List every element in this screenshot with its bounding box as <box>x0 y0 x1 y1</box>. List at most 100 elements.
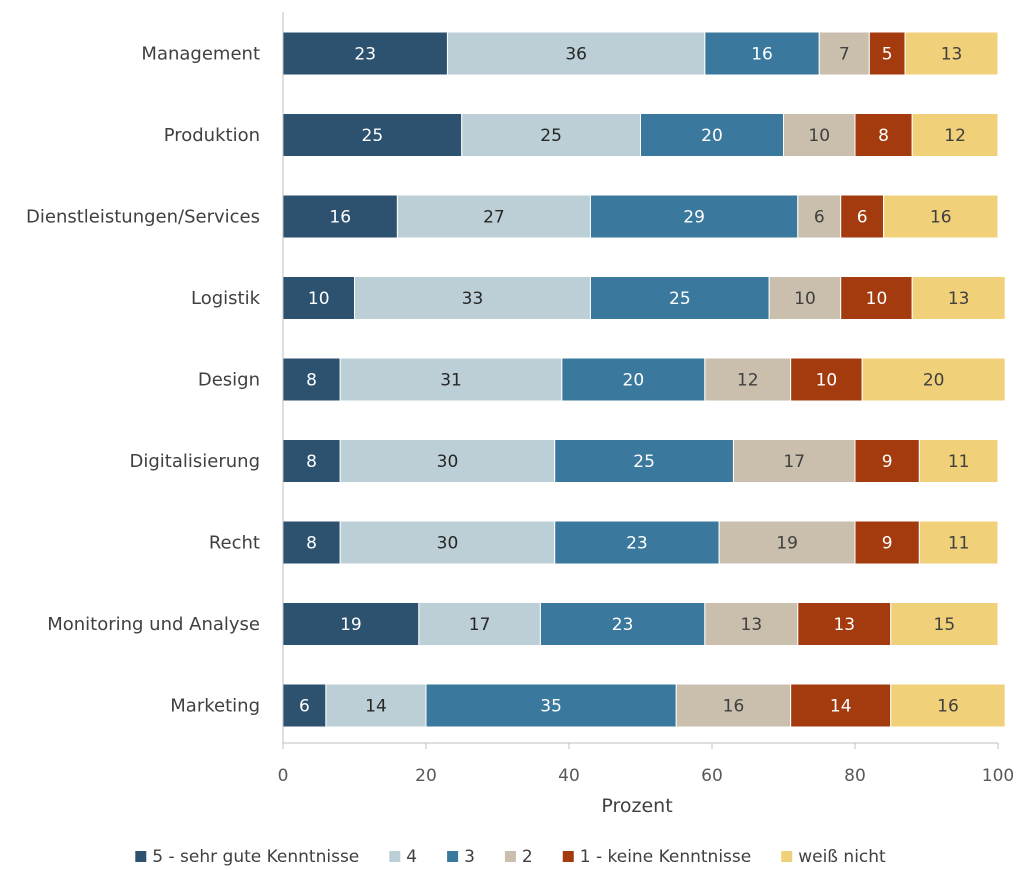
bar-segment <box>918 439 999 483</box>
data-label: 25 <box>633 452 655 472</box>
x-tick-label: 100 <box>982 766 1014 786</box>
bar-segment <box>461 113 641 157</box>
bar-segment <box>883 194 999 239</box>
bar-segment <box>854 520 920 565</box>
legend-swatch <box>447 851 459 862</box>
bar-segment <box>396 194 591 239</box>
x-axis: 0 20 40 60 80 100 <box>278 12 1014 786</box>
legend-swatch <box>781 851 793 862</box>
data-label: 12 <box>944 126 966 146</box>
data-label: 23 <box>612 615 634 635</box>
data-label: 23 <box>626 534 648 554</box>
legend-swatch <box>135 851 147 862</box>
bar-segment <box>732 439 856 483</box>
data-label: 27 <box>483 208 505 228</box>
bar-segment <box>768 276 842 320</box>
bar-segment <box>554 520 720 565</box>
data-label: 10 <box>866 289 888 309</box>
data-label: 9 <box>882 452 893 472</box>
bar-segment <box>282 439 341 483</box>
data-label: 25 <box>540 126 562 146</box>
bar-segment <box>861 357 1006 402</box>
data-label: 14 <box>365 697 387 717</box>
data-label: 20 <box>701 126 723 146</box>
bar-segment <box>640 113 784 157</box>
data-label: 17 <box>783 452 805 472</box>
legend-label: 3 <box>464 847 475 867</box>
data-label: 25 <box>362 126 384 146</box>
data-label: 14 <box>830 697 852 717</box>
bar-segment <box>911 113 999 157</box>
data-label: 13 <box>948 289 970 309</box>
data-label: 16 <box>751 45 773 65</box>
legend-swatch <box>562 851 574 862</box>
bar-segment <box>797 602 892 646</box>
data-label: 36 <box>565 45 587 65</box>
bar-segment <box>282 31 448 76</box>
data-label: 7 <box>839 45 850 65</box>
bar-segment <box>918 520 999 565</box>
legend-label: 2 <box>522 847 533 867</box>
data-label: 8 <box>306 452 317 472</box>
bar-segment <box>282 520 341 565</box>
x-axis-title: Prozent <box>601 795 672 817</box>
bar-segment <box>704 31 820 76</box>
data-label: 6 <box>299 697 310 717</box>
bar-segment <box>282 113 463 157</box>
bar-segment <box>339 520 556 565</box>
data-label: 10 <box>794 289 816 309</box>
bar-segment <box>904 31 999 76</box>
x-tick-label: 80 <box>844 766 866 786</box>
data-label: 10 <box>808 126 830 146</box>
data-label: 11 <box>948 452 970 472</box>
data-label: 13 <box>833 615 855 635</box>
bar-segment <box>282 683 327 728</box>
bar-segment <box>282 276 355 320</box>
bar-segment <box>325 683 427 728</box>
data-label: 19 <box>776 534 798 554</box>
category-label-digitalisierung: Digitalisierung <box>130 451 260 472</box>
data-label: 16 <box>723 697 745 717</box>
legend-label: 4 <box>406 847 417 867</box>
data-label: 13 <box>941 45 963 65</box>
bar-segment <box>539 602 706 646</box>
data-label: 6 <box>814 208 825 228</box>
data-label: 8 <box>306 371 317 391</box>
data-label: 8 <box>878 126 889 146</box>
bar-segment <box>354 276 591 320</box>
bar-segment <box>561 357 706 402</box>
data-label: 12 <box>737 371 759 391</box>
x-tick-label: 40 <box>558 766 580 786</box>
bar-segment <box>790 357 863 402</box>
data-label: 30 <box>437 452 459 472</box>
data-label: 10 <box>308 289 330 309</box>
category-label-produktion: Produktion <box>164 125 260 146</box>
data-label: 35 <box>540 697 562 717</box>
data-label: 25 <box>669 289 691 309</box>
x-tick-label: 20 <box>415 766 437 786</box>
bar-segment <box>797 194 842 239</box>
bar-segment <box>868 31 906 76</box>
x-tick-label: 0 <box>278 766 289 786</box>
data-label: 11 <box>948 534 970 554</box>
data-label: 8 <box>306 534 317 554</box>
category-label-recht: Recht <box>209 533 260 554</box>
data-label: 9 <box>882 534 893 554</box>
category-label-design: Design <box>198 370 260 391</box>
legend-label: 1 - keine Kenntnisse <box>580 847 751 867</box>
bar-segment <box>704 602 799 646</box>
x-tick-label: 60 <box>701 766 723 786</box>
category-label-logistik: Logistik <box>191 288 261 309</box>
data-label: 16 <box>937 697 959 717</box>
bar-segment <box>890 602 999 646</box>
bar-segment <box>783 113 856 157</box>
data-label: 20 <box>923 371 945 391</box>
bar-segment <box>282 357 341 402</box>
legend-label: 5 - sehr gute Kenntnisse <box>152 847 359 867</box>
bar-segment <box>589 276 770 320</box>
bar-segment <box>840 194 885 239</box>
category-label-management: Management <box>141 44 260 65</box>
data-label: 33 <box>462 289 484 309</box>
bar-segment <box>911 276 1006 320</box>
